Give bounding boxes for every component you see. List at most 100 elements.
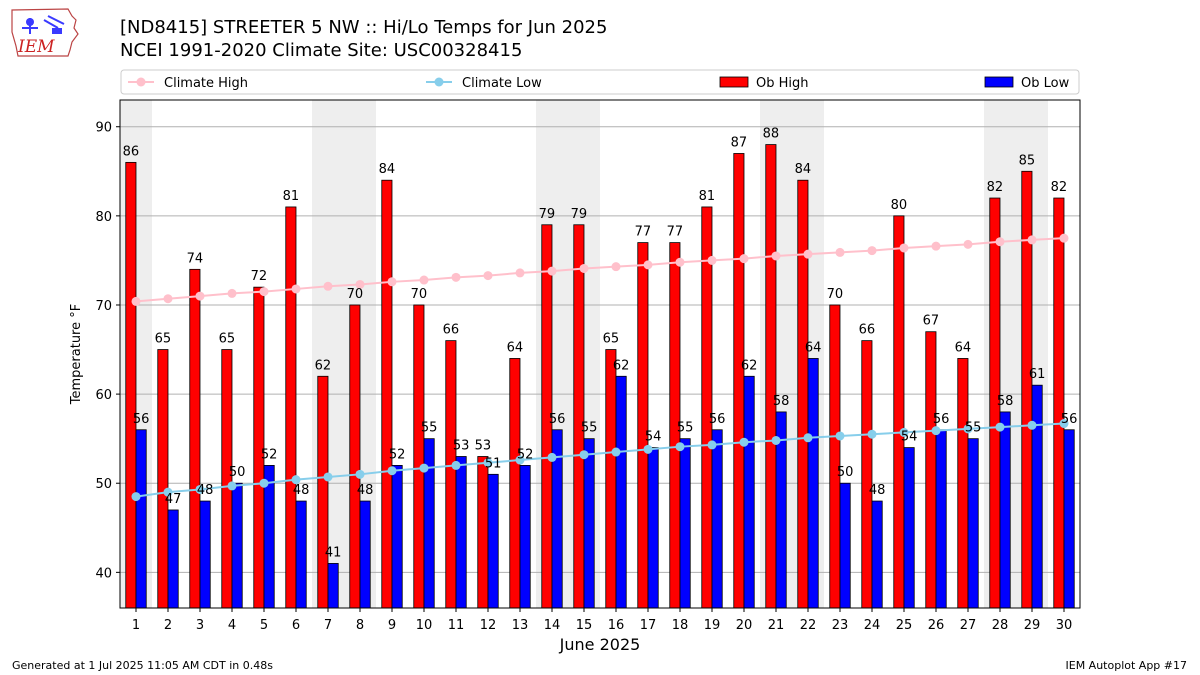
bars <box>125 144 1075 609</box>
bar-ob-low-4 <box>231 482 243 609</box>
bar-ob-low-29 <box>1031 384 1043 609</box>
bar-ob-high-21 <box>765 144 777 609</box>
climate-lines <box>131 233 1069 502</box>
climate-high-point-22 <box>803 249 813 259</box>
xtick-label: 26 <box>928 618 945 633</box>
bar-ob-high-9 <box>381 179 393 609</box>
climate-low-point-25 <box>899 427 909 437</box>
climate-high-point-1 <box>131 296 141 306</box>
bar-ob-high-25 <box>893 215 905 609</box>
ytick-label: 40 <box>95 566 112 581</box>
bar-ob-low-28 <box>999 411 1011 609</box>
climate-low-point-24 <box>867 429 877 439</box>
legend-label-climate-low: Climate Low <box>462 76 542 91</box>
label-ob-low-23: 50 <box>837 465 854 480</box>
label-ob-high-24: 66 <box>859 323 876 338</box>
climate-high-point-30 <box>1059 233 1069 243</box>
label-ob-low-24: 48 <box>869 483 886 498</box>
chart-subtitle: NCEI 1991-2020 Climate Site: USC00328415 <box>120 40 523 61</box>
xtick-label: 28 <box>992 618 1009 633</box>
climate-high-point-11 <box>451 272 461 282</box>
climate-high-point-8 <box>355 279 365 289</box>
label-ob-low-17: 54 <box>645 430 662 445</box>
xtick-label: 5 <box>260 618 268 633</box>
climate-high-point-28 <box>995 237 1005 247</box>
plot-frame <box>119 99 1081 609</box>
label-ob-low-11: 53 <box>453 438 470 453</box>
climate-low-point-2 <box>163 487 173 497</box>
xtick-label: 22 <box>800 618 817 633</box>
xtick-label: 3 <box>196 618 204 633</box>
climate-high-point-29 <box>1027 235 1037 245</box>
legend-marker-climate-high <box>136 77 146 87</box>
bar-ob-high-13 <box>509 358 521 609</box>
label-ob-high-7: 62 <box>315 358 332 373</box>
label-ob-low-19: 56 <box>709 412 726 427</box>
xtick-label: 18 <box>672 618 689 633</box>
bar-ob-high-15 <box>573 224 585 609</box>
climate-high-point-15 <box>579 263 589 273</box>
bar-ob-high-16 <box>605 349 617 609</box>
climate-low-point-9 <box>387 466 397 476</box>
xtick-label: 9 <box>388 618 396 633</box>
label-ob-high-2: 65 <box>155 332 172 347</box>
climate-high-point-17 <box>643 260 653 270</box>
climate-low-point-13 <box>515 455 525 465</box>
climate-low-point-15 <box>579 450 589 460</box>
bar-ob-high-2 <box>157 349 169 609</box>
ytick-label: 80 <box>95 210 112 225</box>
bar-ob-low-23 <box>839 482 851 609</box>
bar-ob-high-19 <box>701 206 713 609</box>
label-ob-high-3: 74 <box>187 251 204 266</box>
ytick-label: 60 <box>95 388 112 403</box>
climate-high-point-12 <box>483 271 493 281</box>
bar-ob-high-23 <box>829 304 841 609</box>
label-ob-high-21: 88 <box>763 127 780 142</box>
label-ob-low-9: 52 <box>389 447 406 462</box>
label-ob-high-26: 67 <box>923 314 940 329</box>
bar-ob-high-6 <box>285 206 297 609</box>
climate-low-point-16 <box>611 447 621 457</box>
climate-high-point-18 <box>675 257 685 267</box>
label-ob-low-16: 62 <box>613 358 630 373</box>
climate-high-point-5 <box>259 287 269 297</box>
label-ob-high-4: 65 <box>219 332 236 347</box>
bar-ob-low-18 <box>679 438 691 609</box>
y-axis-label: Temperature °F <box>69 304 84 405</box>
label-ob-low-29: 61 <box>1029 367 1046 382</box>
legend-swatch-ob-low <box>984 76 1014 88</box>
bar-ob-high-12 <box>477 456 489 609</box>
app-note: IEM Autoplot App #17 <box>1065 659 1188 672</box>
bar-ob-high-7 <box>317 375 329 609</box>
generated-note: Generated at 1 Jul 2025 11:05 AM CDT in … <box>12 659 273 672</box>
climate-low-point-19 <box>707 440 717 450</box>
label-ob-low-22: 64 <box>805 340 822 355</box>
bar-ob-low-3 <box>199 500 211 609</box>
climate-high-point-26 <box>931 241 941 251</box>
label-ob-low-25: 54 <box>901 430 918 445</box>
label-ob-high-5: 72 <box>251 269 268 284</box>
label-ob-low-8: 48 <box>357 483 374 498</box>
climate-low-point-11 <box>451 460 461 470</box>
climate-low-point-5 <box>259 478 269 488</box>
climate-high-point-23 <box>835 247 845 257</box>
bar-ob-low-9 <box>391 465 403 609</box>
bar-ob-low-17 <box>647 447 659 609</box>
label-ob-low-1: 56 <box>133 412 150 427</box>
xtick-label: 15 <box>576 618 593 633</box>
bar-ob-high-3 <box>189 268 201 609</box>
bar-ob-low-25 <box>903 447 915 609</box>
bar-ob-high-27 <box>957 358 969 609</box>
xtick-label: 6 <box>292 618 300 633</box>
chart-title: [ND8415] STREETER 5 NW :: Hi/Lo Temps fo… <box>120 17 608 38</box>
bar-ob-low-1 <box>135 429 147 609</box>
ytick-label: 90 <box>95 121 112 136</box>
bar-ob-high-10 <box>413 304 425 609</box>
iem-logo: IEM <box>11 8 79 57</box>
bar-ob-low-7 <box>327 563 339 609</box>
bar-ob-low-2 <box>167 509 179 609</box>
label-ob-high-22: 84 <box>795 162 812 177</box>
climate-high-point-19 <box>707 255 717 265</box>
bar-ob-high-30 <box>1053 197 1065 609</box>
